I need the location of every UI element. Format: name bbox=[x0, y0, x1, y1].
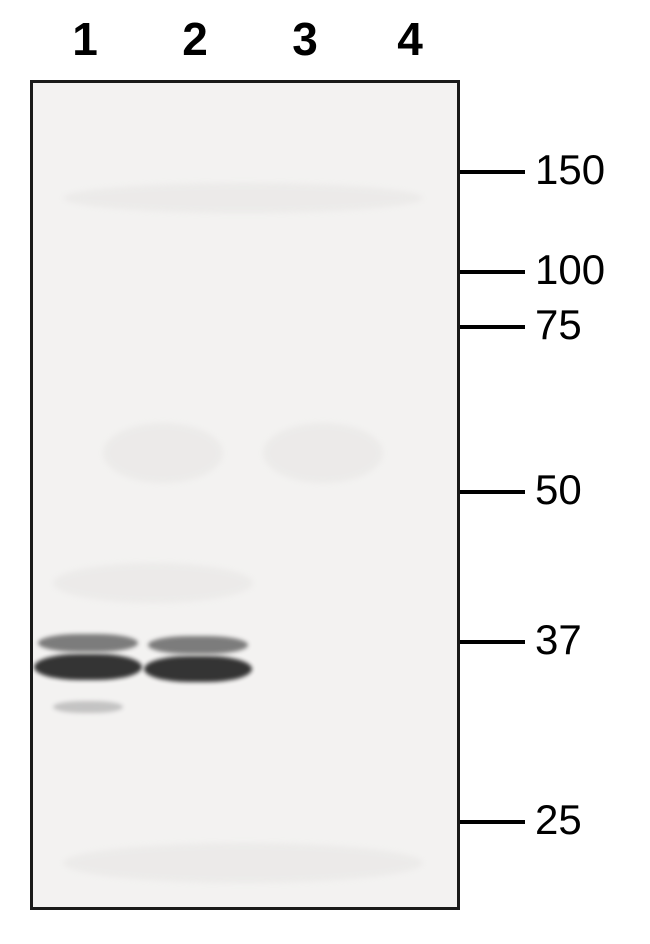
western-blot-figure: 1 2 3 4 150 100 75 50 37 25 bbox=[0, 0, 650, 944]
marker-tick bbox=[460, 640, 525, 644]
blot-smudge bbox=[63, 843, 423, 883]
protein-band bbox=[38, 634, 138, 652]
marker-tick bbox=[460, 325, 525, 329]
blot-membrane bbox=[30, 80, 460, 910]
protein-band bbox=[53, 701, 123, 713]
protein-band bbox=[34, 654, 142, 680]
marker-label: 75 bbox=[535, 301, 582, 349]
marker-tick bbox=[460, 820, 525, 824]
marker-label: 25 bbox=[535, 796, 582, 844]
marker-label: 150 bbox=[535, 146, 605, 194]
lane-label-3: 3 bbox=[292, 12, 318, 66]
blot-smudge bbox=[53, 563, 253, 603]
lane-label-4: 4 bbox=[397, 12, 423, 66]
marker-label: 37 bbox=[535, 616, 582, 664]
marker-label: 100 bbox=[535, 246, 605, 294]
blot-smudge bbox=[263, 423, 383, 483]
protein-band bbox=[148, 636, 248, 654]
protein-band bbox=[144, 656, 252, 682]
marker-tick bbox=[460, 170, 525, 174]
marker-tick bbox=[460, 270, 525, 274]
blot-smudge bbox=[63, 183, 423, 213]
lane-label-1: 1 bbox=[72, 12, 98, 66]
marker-tick bbox=[460, 490, 525, 494]
lane-label-2: 2 bbox=[182, 12, 208, 66]
blot-smudge bbox=[103, 423, 223, 483]
marker-label: 50 bbox=[535, 466, 582, 514]
